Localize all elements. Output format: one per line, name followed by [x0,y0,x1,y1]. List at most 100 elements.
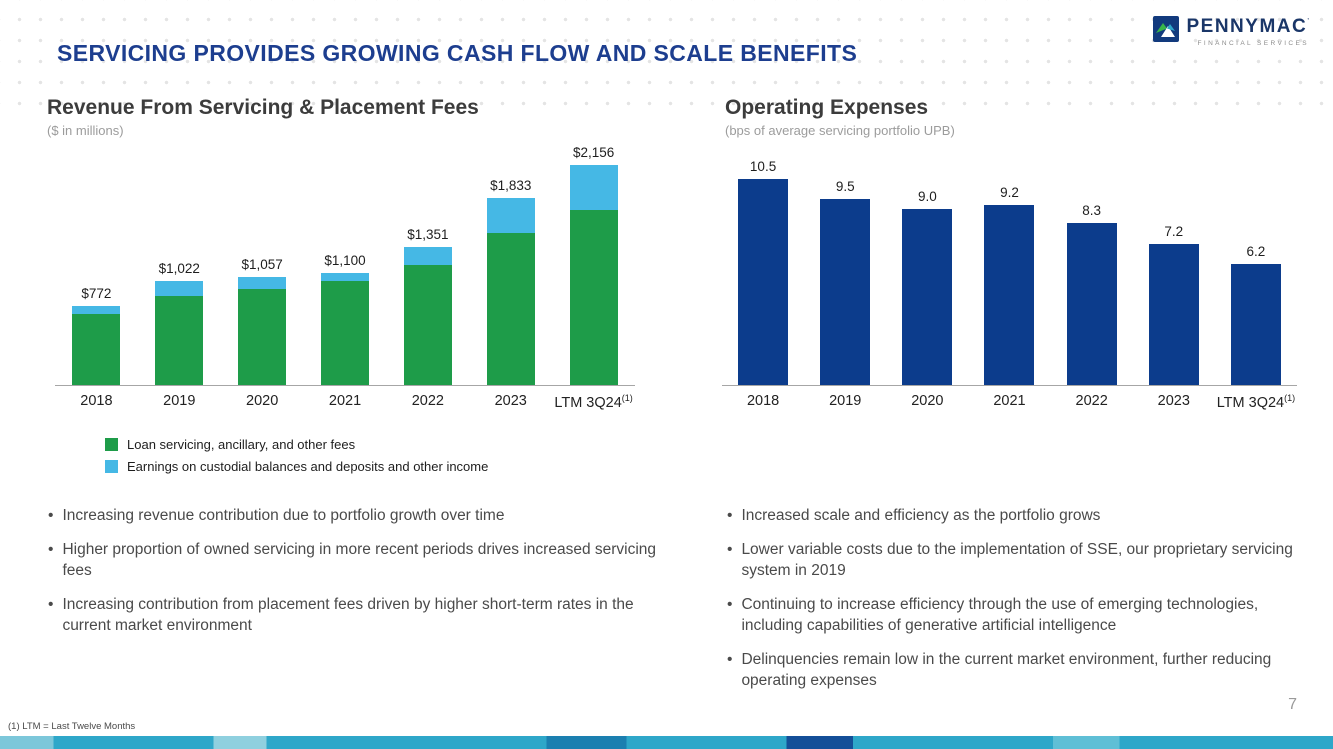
bullet-marker: • [727,595,733,613]
revenue-chart-categories: 2018 2019 2020 2021 2022 2023 LTM 3Q24(1) [55,393,635,411]
bullet-text: Delinquencies remain low in the current … [741,650,1272,689]
bar-value-label: 9.5 [835,179,855,194]
revenue-bullet-list: • Increasing revenue contribution due to … [48,506,673,637]
revenue-chart-axis [55,385,635,386]
dot-pattern-background [0,0,1333,120]
bar-value-label: $772 [81,286,112,302]
bar-value-label: $1,100 [324,252,366,268]
bar-segment [238,277,287,289]
opex-chart-subtitle: (bps of average servicing portfolio UPB) [725,123,955,138]
bullet-item: • Delinquencies remain low in the current… [727,650,1312,692]
bullet-text: Increased scale and efficiency as the po… [741,507,1101,524]
bar-column: 9.0 [886,150,968,385]
bar-segment [321,280,369,385]
bullet-text: Higher proportion of owned servicing in … [62,540,657,579]
legend-label: Loan servicing, ancillary, and other fee… [127,437,356,452]
category-label: 2020 [911,393,944,409]
revenue-section-header: Revenue From Servicing & Placement Fees … [47,96,479,138]
bar-segment [486,232,535,385]
category-label: 2018 [746,393,780,409]
bullet-item: • Continuing to increase efficiency throu… [727,595,1312,637]
bar-value-label: 8.3 [1082,202,1102,218]
bullet-marker: • [727,540,733,558]
bottom-decorative-strip [0,736,1333,749]
bar-segment [155,295,204,385]
opex-chart-title: Operating Expenses [725,96,929,119]
bar-value-label: $1,022 [158,260,200,276]
bar-value-label: $1,351 [407,227,449,243]
bar-value-label: 9.0 [917,188,937,204]
bar-value-label: 6.2 [1246,243,1266,259]
opex-chart-bars: 10.5 9.5 9.0 9.2 8.3 7.2 6.2 [722,150,1297,385]
revenue-chart-title: Revenue From Servicing & Placement Fees [47,96,479,119]
bar-column: 9.2 [968,150,1050,385]
opex-section-header: Operating Expenses (bps of average servi… [725,96,955,138]
category-label: 2021 [328,393,362,409]
footnote-marker: (1) [1284,393,1296,403]
bar-segment [486,197,535,233]
bar-segment [238,289,287,385]
category-label: LTM 3Q24(1) [1216,393,1296,411]
bullet-text: Increasing contribution from placement f… [62,595,634,634]
bar-segment [1066,222,1117,385]
category-label: 2023 [1157,393,1190,409]
bullet-item: • Higher proportion of owned servicing in… [48,540,673,582]
legend-item-servicing-fees: Loan servicing, ancillary, and other fee… [105,437,488,452]
bar-value-label: 7.2 [1164,224,1184,239]
bar-value-label: $1,057 [241,257,283,273]
category-label: 2019 [163,393,196,409]
bullet-item: • Lower variable costs due to the impleme… [727,540,1312,582]
bar-column: 9.5 [804,150,886,385]
bullet-text: Continuing to increase efficiency throug… [741,595,1259,634]
bar-value-label: $1,833 [490,177,532,193]
category-label: 2021 [993,393,1026,409]
footnote: (1) LTM = Last Twelve Months [8,721,136,732]
bullet-marker: • [727,650,733,668]
bar-segment [155,280,204,296]
bullet-item: • Increasing contribution from placement … [48,595,673,637]
bar-column: $1,351 [386,140,469,385]
bar-value-label: 10.5 [749,159,777,175]
bullet-marker: • [48,595,54,613]
bullet-marker: • [48,540,54,558]
logo-trademark: ’ [1307,17,1309,26]
bar-segment [569,164,618,211]
bar-segment [902,208,953,385]
bullet-item: • Increasing revenue contribution due to … [48,506,673,527]
category-label: LTM 3Q24(1) [554,393,633,411]
opex-chart-axis [722,385,1297,386]
bar-column: 6.2 [1215,150,1297,385]
bar-segment [1148,244,1199,385]
bar-segment [403,265,452,385]
bar-column: $772 [55,140,138,385]
category-label: 2018 [80,393,113,409]
page-number: 7 [1288,696,1297,713]
opex-bar-chart: 10.5 9.5 9.0 9.2 8.3 7.2 6.2 2018 2019 2020 2021 2… [722,150,1297,411]
bar-segment [72,306,121,315]
pennymac-logo: PENNYMAC ’ FINANCIAL SERVICES [1153,16,1309,47]
bullet-marker: • [727,507,733,524]
logo-name: PENNYMAC [1186,16,1308,37]
bar-segment [1230,263,1281,385]
pennymac-logo-icon [1153,16,1180,42]
category-label: 2022 [1075,393,1108,409]
slide-title: SERVICING PROVIDES GROWING CASH FLOW AND… [57,40,858,66]
legend-swatch-green [105,438,118,451]
revenue-chart-bars: $772 $1,022 $1,057 $1,100 $1,351 $1,833 $2,156 [55,140,635,385]
logo-tagline: FINANCIAL SERVICES [1197,40,1309,47]
category-label: 2020 [246,393,279,409]
opex-bullet-list: • Increased scale and efficiency as the p… [727,506,1312,691]
bar-column: 7.2 [1133,150,1215,385]
legend-swatch-blue [105,460,118,473]
bar-column: $2,156 [552,140,635,385]
revenue-chart-legend: Loan servicing, ancillary, and other fee… [105,437,488,481]
bar-value-label: $2,156 [572,144,615,160]
bar-column: $1,022 [138,140,221,385]
bar-column: 8.3 [1051,150,1133,385]
bar-segment [738,179,789,385]
bar-segment [569,210,618,385]
bar-segment [72,314,121,385]
pennymac-logo-text: PENNYMAC ’ FINANCIAL SERVICES [1186,16,1309,47]
bar-column: $1,100 [304,140,387,385]
